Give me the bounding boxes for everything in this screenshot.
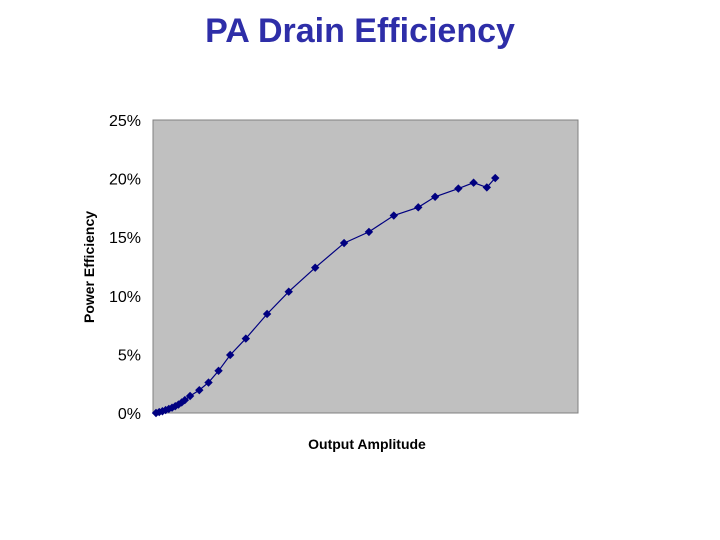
y-axis-title: Power Efficiency	[81, 211, 97, 323]
slide-title: PA Drain Efficiency	[205, 12, 515, 50]
data-point-marker	[414, 203, 423, 212]
data-point-marker	[389, 211, 398, 220]
x-axis-title: Output Amplitude	[308, 436, 426, 452]
y-tick-label: 0%	[118, 406, 141, 423]
data-point-marker	[225, 350, 235, 360]
data-point-marker	[214, 366, 223, 376]
data-point-marker	[482, 183, 492, 192]
data-point-marker	[262, 309, 272, 319]
y-tick-label: 10%	[109, 289, 141, 306]
data-point-marker	[469, 178, 478, 187]
data-point-marker	[430, 192, 440, 201]
data-point-marker	[180, 395, 190, 405]
y-axis-ticks: 0% 5% 10% 15% 20% 25%	[109, 113, 141, 423]
series-markers	[151, 173, 500, 418]
data-point-marker	[195, 385, 204, 395]
data-point-marker	[241, 334, 251, 343]
data-point-marker	[491, 173, 500, 183]
data-point-marker	[185, 391, 195, 401]
data-point-marker	[364, 227, 374, 237]
data-point-marker	[339, 238, 349, 248]
data-point-marker	[284, 287, 293, 296]
data-point-marker	[310, 263, 320, 272]
y-tick-label: 5%	[118, 347, 141, 364]
y-tick-label: 20%	[109, 172, 141, 189]
data-point-marker	[454, 184, 463, 193]
y-tick-label: 15%	[109, 230, 141, 247]
data-point-marker	[164, 404, 174, 414]
data-point-marker	[204, 378, 213, 387]
y-tick-label: 25%	[109, 113, 141, 130]
